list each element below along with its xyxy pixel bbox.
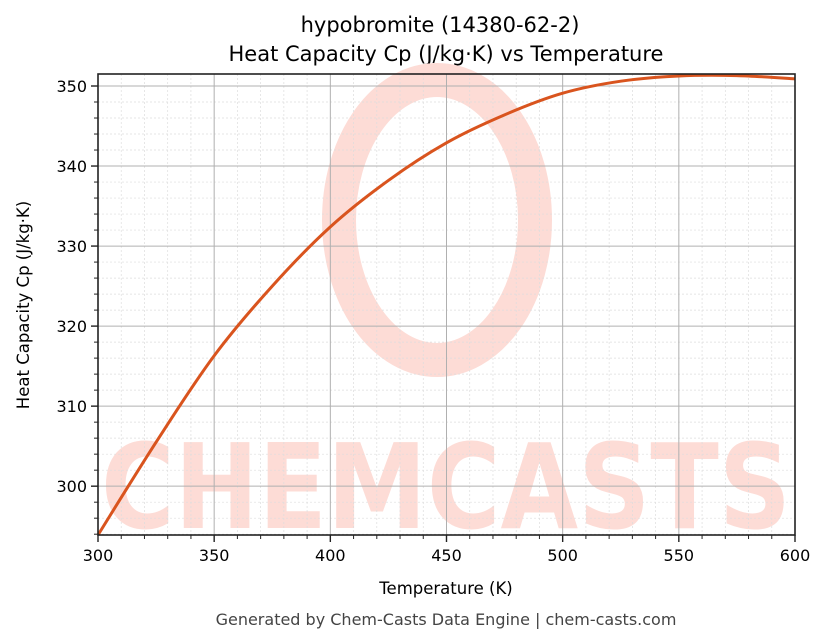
y-tick-label: 330: [56, 237, 87, 256]
x-tick-label: 400: [315, 546, 346, 565]
x-tick-label: 350: [199, 546, 230, 565]
x-tick-label: 300: [83, 546, 114, 565]
x-tick-label: 450: [431, 546, 462, 565]
plot-area: CHEMCASTS 300 350 400 450 500 550 600 30031032…: [56, 63, 811, 565]
y-tick-label: 350: [56, 77, 87, 96]
x-tick-label: 550: [664, 546, 695, 565]
x-tick-label: 600: [780, 546, 811, 565]
chart-title-line1: hypobromite (14380-62-2): [301, 13, 580, 37]
x-axis: 300 350 400 450 500 550 600: [83, 535, 811, 565]
x-axis-label: Temperature (K): [378, 579, 512, 598]
data-series-line: [96, 73, 796, 536]
y-tick-label: 310: [56, 397, 87, 416]
y-axis: 300 310 320 330 340 350: [56, 77, 98, 535]
y-tick-label: 300: [56, 477, 87, 496]
footer-credit: Generated by Chem-Casts Data Engine | ch…: [216, 610, 677, 629]
y-tick-label: 320: [56, 317, 87, 336]
y-axis-label: Heat Capacity Cp (J/kg·K): [14, 201, 33, 409]
chart-title-line2: Heat Capacity Cp (J/kg·K) vs Temperature: [229, 42, 664, 66]
y-tick-label: 340: [56, 157, 87, 176]
x-tick-label: 500: [547, 546, 578, 565]
